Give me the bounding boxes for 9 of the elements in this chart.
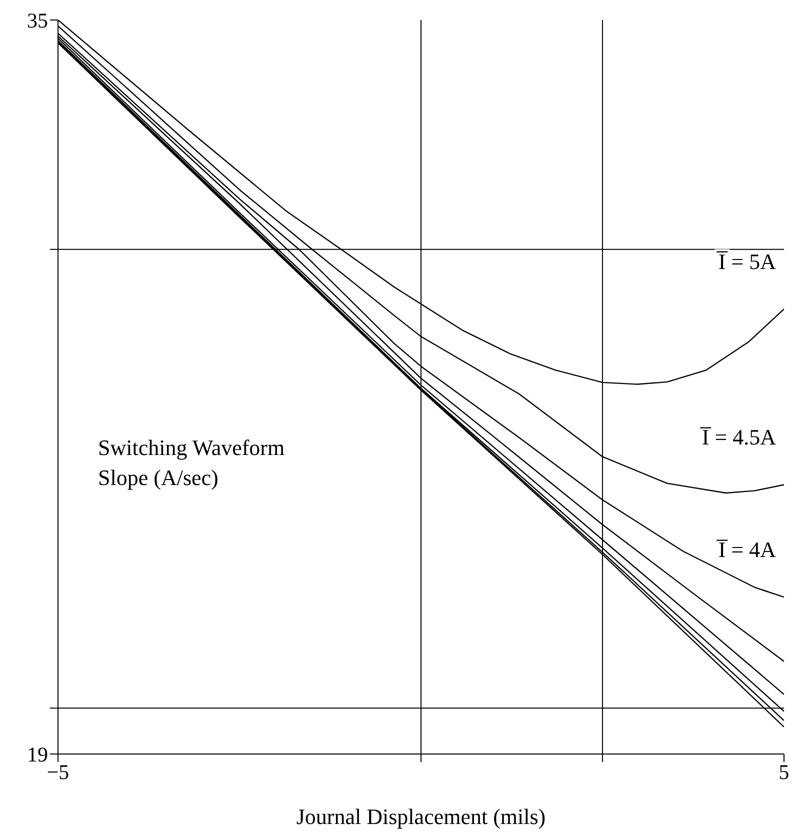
series-label: I̅ = 5A <box>716 249 776 274</box>
series-label: I̅ = 4A <box>716 537 776 562</box>
y-tick-label: 19 <box>27 742 48 766</box>
x-tick-label: 5 <box>778 760 790 784</box>
x-axis-title: Journal Displacement (mils) <box>296 804 546 829</box>
x-tick-label: −5 <box>46 760 70 784</box>
y-tick-label: 35 <box>27 8 48 32</box>
series-label: I̅ = 4.5A <box>700 424 776 450</box>
y-axis-title: Switching Waveform Slope (A/sec) <box>98 434 286 492</box>
